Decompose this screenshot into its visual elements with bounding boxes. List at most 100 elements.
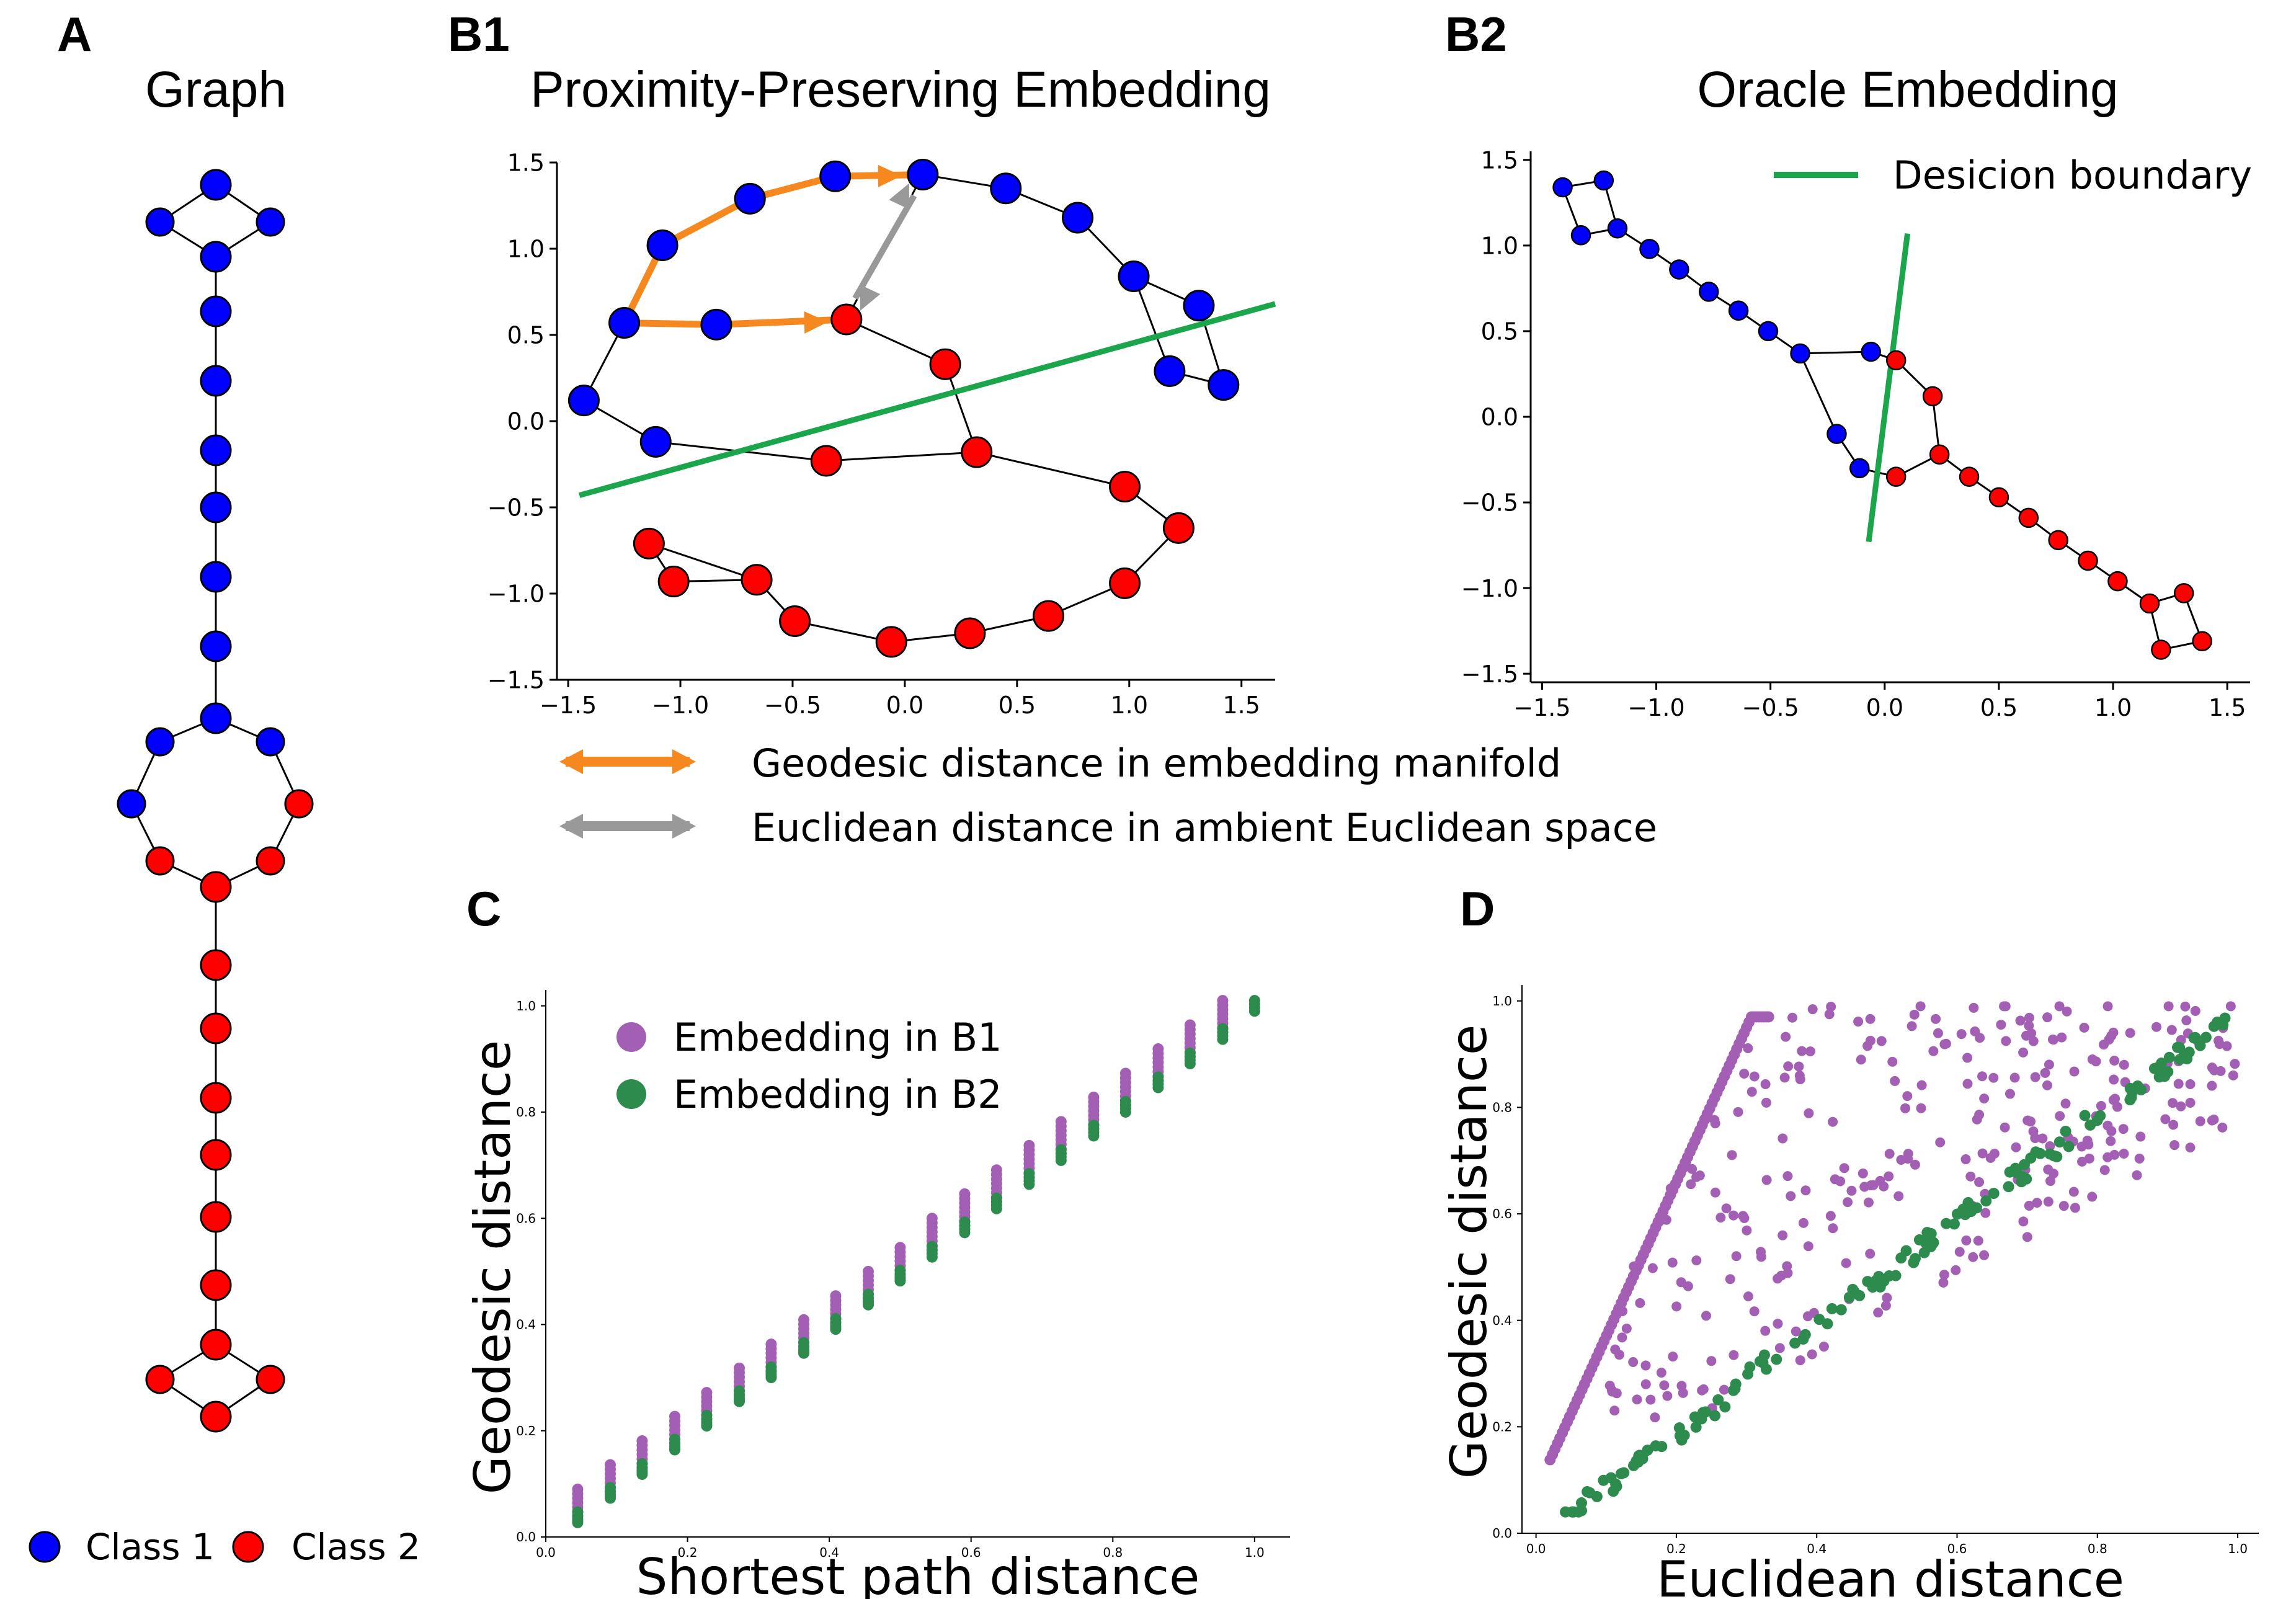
- y-tick-label: 0.0: [507, 408, 545, 435]
- d-b1-point: [2022, 1232, 2032, 1242]
- y-tick-label: 0.4: [1492, 1313, 1512, 1328]
- euclidean-arrow-head-left: [559, 814, 583, 839]
- d-b1-point: [2217, 1122, 2228, 1133]
- b2-node: [2107, 571, 2128, 592]
- d-b1-point: [2060, 1098, 2071, 1109]
- d-b1-point: [1668, 1352, 1678, 1362]
- d-b2-point: [1980, 1195, 1992, 1207]
- d-b1-point: [2054, 1001, 2065, 1012]
- d-b1-point: [1903, 1149, 1913, 1159]
- d-b1-point: [2068, 1187, 2079, 1197]
- d-b2-point: [2124, 1082, 2136, 1094]
- d-b1-point: [1786, 1191, 1796, 1201]
- b1-node: [741, 564, 773, 596]
- b2-node: [1698, 282, 1719, 302]
- d-b1-point: [1778, 1133, 1788, 1144]
- y-tick-label: 1.5: [1481, 146, 1518, 174]
- graph-a-node: [145, 846, 175, 876]
- x-tick-label: −1.5: [1513, 694, 1570, 721]
- d-b1-point: [2176, 1101, 2186, 1111]
- b1-node: [830, 303, 863, 336]
- b2-node: [2192, 631, 2212, 651]
- graph-a-node: [145, 1365, 175, 1394]
- d-b1-point: [1970, 1026, 1980, 1036]
- y-tick-label: 1.5: [507, 149, 545, 177]
- c-b2-point: [1184, 1047, 1196, 1059]
- d-b2-point: [1918, 1247, 1930, 1258]
- b2-edge: [1799, 353, 1838, 435]
- c-b2-point: [636, 1458, 648, 1469]
- y-tick-label: 0.8: [516, 1105, 536, 1120]
- d-b1-point: [2112, 1102, 2122, 1112]
- d-b2-point: [1754, 1355, 1766, 1367]
- c-b2-point: [605, 1482, 616, 1494]
- d-b2-point: [1690, 1421, 1702, 1433]
- d-b2-point: [1575, 1497, 1587, 1509]
- d-b2-point: [2003, 1181, 2014, 1193]
- euclidean-legend-label: Euclidean distance in ambient Euclidean …: [752, 805, 1657, 850]
- x-tick-label: −0.5: [1742, 694, 1799, 721]
- graph-a-node: [200, 561, 232, 593]
- d-b1-point: [1686, 1179, 1696, 1190]
- d-b1-point: [2228, 1070, 2238, 1080]
- d-b1-point: [2180, 1001, 2191, 1012]
- panel-d: D 0.0 0.2 0.4 0.6 0.8 1.0 0.0 0.2 0.4 0.6 0.8 1.0 Eu…: [1440, 881, 2259, 1599]
- x-tick-label: 0.5: [999, 692, 1036, 719]
- d-b1-point: [1887, 1056, 1898, 1067]
- d-b2-point: [1941, 1218, 1952, 1229]
- y-tick-label: 0.6: [1492, 1206, 1512, 1221]
- c-b2-point: [1023, 1168, 1035, 1180]
- d-b1-point: [2102, 1001, 2113, 1012]
- d-b1-point: [1739, 1069, 1750, 1079]
- d-b1-point: [1893, 1191, 1904, 1201]
- c-y-axis-label: Geodesic distance: [464, 1040, 522, 1494]
- d-b1-point: [1787, 1012, 1798, 1023]
- d-b1-point: [1645, 1394, 1656, 1405]
- b1-node: [929, 348, 961, 380]
- y-tick-label: −0.5: [487, 494, 545, 522]
- d-b1-point: [2109, 1074, 2119, 1085]
- geodesic-legend-label: Geodesic distance in embedding manifold: [752, 741, 1561, 786]
- b1-node: [734, 182, 766, 215]
- d-b1-point: [1687, 1164, 1698, 1174]
- d-b1-point: [1797, 1046, 1807, 1056]
- d-b2-point: [2188, 1032, 2200, 1044]
- b1-node: [1208, 369, 1240, 401]
- d-b1-point: [2030, 1072, 2040, 1082]
- c-b1-point: [959, 1188, 971, 1200]
- d-b1-point: [1974, 1177, 1985, 1187]
- class-2-marker: [232, 1531, 264, 1563]
- c-b1-point: [1088, 1091, 1100, 1103]
- d-b1-point: [2048, 1169, 2058, 1179]
- d-b2-point: [1921, 1227, 1933, 1239]
- d-b1-point: [1779, 1072, 1790, 1083]
- d-b2-point: [2163, 1051, 2175, 1063]
- d-b1-point: [1728, 1210, 1738, 1221]
- d-b1-point: [1907, 1021, 1917, 1031]
- chart-b1: −1.5 −1.0 −0.5 0.0 0.5 1.0 1.5 −1.5 −1.0 −0.5 0.0 0…: [487, 149, 1276, 719]
- panel-a-title: Graph: [145, 61, 287, 118]
- d-b2-point: [1719, 1401, 1731, 1413]
- d-b1-point: [2119, 1059, 2129, 1070]
- c-b2-point: [990, 1192, 1002, 1204]
- c-b2-point: [734, 1385, 745, 1397]
- d-b1-point: [1962, 1079, 1973, 1089]
- graph-a-node: [200, 1329, 232, 1361]
- d-b1-point: [2079, 1022, 2089, 1033]
- d-b1-point: [1879, 1181, 1889, 1191]
- d-b2-point: [2060, 1125, 2071, 1137]
- y-tick-label: −1.5: [1461, 661, 1518, 688]
- legend-b2-marker: [616, 1079, 646, 1109]
- y-tick-label: 0.0: [1492, 1526, 1512, 1541]
- x-tick-label: 1.0: [1245, 1545, 1265, 1560]
- d-b1-point: [2032, 1198, 2042, 1208]
- d-b1-point: [1640, 1379, 1651, 1389]
- d-b1-point: [1999, 1001, 2009, 1012]
- y-tick-label: −1.5: [487, 667, 545, 694]
- y-tick-label: 0.0: [516, 1530, 536, 1544]
- d-b1-point: [1709, 1115, 1720, 1125]
- class-1-label: Class 1: [86, 1526, 215, 1568]
- d-b1-point: [1701, 1311, 1711, 1321]
- b2-node: [1728, 300, 1749, 321]
- d-b1-point: [1617, 1332, 1627, 1343]
